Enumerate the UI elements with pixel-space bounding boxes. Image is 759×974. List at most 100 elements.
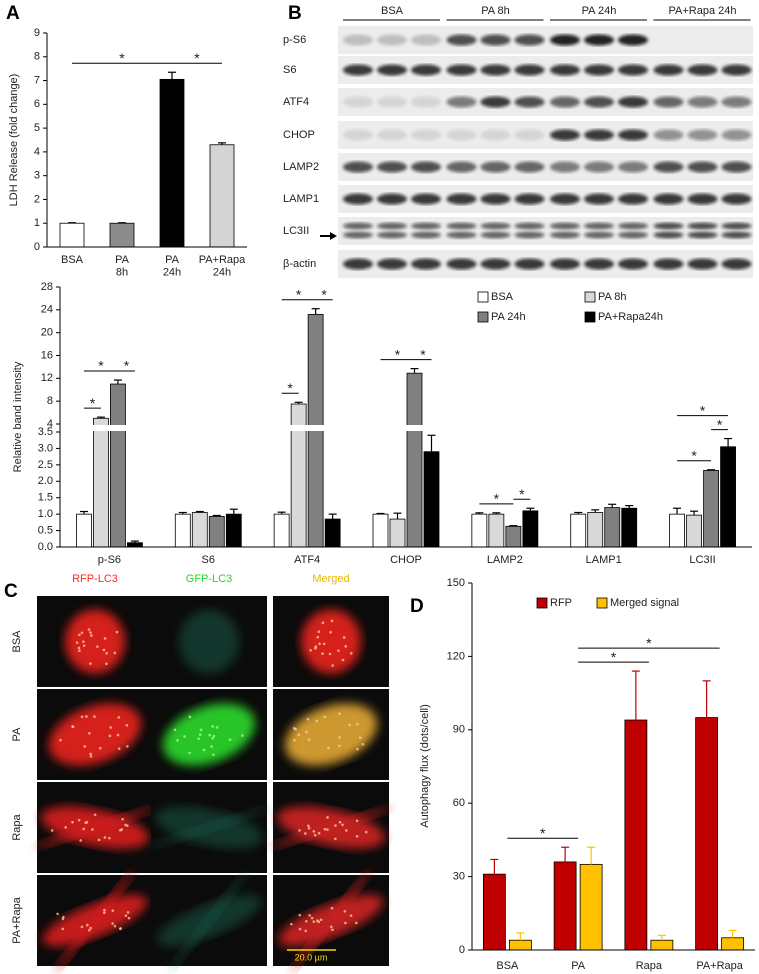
puncta (108, 734, 112, 738)
blot-row-label: p-S6 (283, 34, 306, 46)
error-bar (79, 510, 88, 515)
blot-band (584, 258, 614, 270)
significance-label: * (395, 346, 401, 362)
error-bar (311, 308, 320, 315)
blot-band (721, 258, 752, 270)
blot-band (584, 161, 614, 173)
y-tick-label: 120 (447, 650, 465, 662)
blot-band (343, 129, 373, 141)
blot-band (343, 161, 373, 173)
puncta (211, 736, 214, 740)
puncta (85, 820, 89, 824)
puncta (312, 920, 316, 923)
blot-band (377, 96, 407, 108)
puncta (355, 819, 359, 823)
puncta (108, 836, 111, 840)
puncta (305, 730, 308, 734)
error-bar (277, 511, 286, 515)
blot-strip (338, 121, 753, 149)
puncta (176, 738, 179, 742)
puncta (329, 630, 332, 634)
blot-band (343, 96, 373, 108)
puncta (304, 919, 308, 923)
panel-label: D (410, 596, 424, 617)
blot-band (687, 258, 718, 270)
blot-band (721, 193, 752, 205)
puncta (61, 917, 65, 921)
scale-bar-label: 20.0 µm (295, 952, 328, 962)
puncta (241, 734, 244, 737)
cell (179, 609, 239, 674)
error-bar (591, 509, 600, 513)
x-tick-label: BSA (496, 960, 519, 972)
blot-row-label: ATF4 (283, 96, 309, 108)
y-tick-label: 1 (34, 217, 40, 229)
significance-label: * (611, 649, 617, 665)
puncta (316, 919, 319, 923)
puncta (307, 826, 311, 830)
blot-band (584, 96, 614, 108)
bar (553, 861, 577, 951)
text-line: 8h (116, 267, 128, 279)
x-tick-label: p-S6 (98, 554, 121, 566)
row-label: BSA (11, 630, 23, 653)
bar (522, 510, 539, 548)
blot-band (480, 34, 511, 46)
puncta (298, 913, 302, 917)
puncta (322, 642, 326, 646)
blot-band (618, 96, 648, 108)
y-tick-label: 1.5 (38, 492, 53, 504)
blot-band (687, 64, 718, 76)
error-bar (673, 507, 682, 515)
blot-group-label: PA 24h (582, 5, 617, 17)
blot-row-label: LAMP1 (283, 193, 319, 205)
error-bar (195, 510, 204, 513)
bar (273, 513, 290, 548)
puncta (364, 830, 368, 834)
puncta (308, 914, 311, 917)
text-line: PA+Rapa (199, 254, 246, 266)
cell-arm (149, 807, 269, 848)
puncta (321, 652, 324, 655)
error-bar (218, 142, 226, 145)
puncta (113, 924, 117, 928)
puncta (317, 630, 321, 634)
blot-band (550, 258, 580, 270)
blot-band (550, 222, 580, 230)
error-bar (212, 514, 221, 517)
puncta (313, 833, 317, 837)
cell-arm (291, 869, 371, 972)
bar (406, 372, 423, 548)
puncta (318, 642, 321, 646)
blot-band (377, 258, 407, 270)
puncta (298, 829, 301, 832)
puncta (77, 818, 81, 822)
blot-band (377, 34, 407, 46)
blot-band (343, 193, 373, 205)
puncta (113, 651, 117, 655)
blot-band (687, 96, 718, 108)
error-bar (509, 525, 518, 527)
puncta (89, 752, 93, 756)
puncta (85, 715, 88, 718)
puncta (64, 826, 67, 829)
y-tick-label: 1.0 (38, 508, 53, 520)
blot-band (618, 129, 648, 141)
legend-label: PA+Rapa24h (598, 311, 663, 323)
puncta (310, 916, 314, 920)
x-tick-label: LAMP1 (586, 554, 622, 566)
bar (109, 222, 135, 248)
blot-band (653, 64, 684, 76)
bar (579, 863, 603, 951)
blot-group-label: PA+Rapa 24h (669, 5, 737, 17)
error-bar (393, 512, 402, 520)
puncta (326, 828, 329, 831)
puncta (90, 634, 93, 637)
puncta (334, 837, 337, 841)
error-bar (475, 512, 484, 515)
puncta (103, 911, 106, 915)
blot-band (514, 96, 545, 108)
x-tick-label: PA 8h (115, 254, 130, 279)
blot-row-label: S6 (283, 64, 296, 76)
blot-band (343, 34, 373, 46)
